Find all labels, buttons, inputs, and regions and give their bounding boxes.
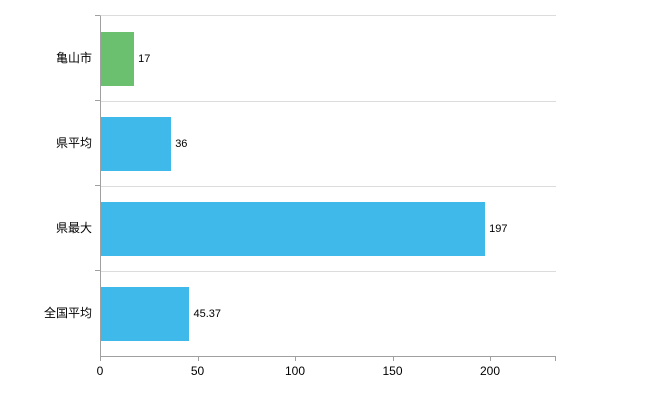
x-tick [295,356,296,361]
bar-3 [101,201,486,256]
gridline [101,271,556,272]
bar-1 [101,31,135,86]
x-tick-end [555,356,556,361]
bar-row: 36 [101,101,556,186]
x-tick [392,356,394,361]
value-label: 45.37 [193,307,221,320]
value-label: 17 [138,52,151,65]
y-tick [95,100,100,101]
x-tick-label: 100 [284,364,306,378]
bar-2 [101,116,172,171]
category-label: 亀山市 [55,50,92,65]
category-label: 県平均 [55,135,92,150]
y-tick [95,185,100,186]
y-tick [95,270,100,271]
x-tick [197,356,199,361]
bar-row: 17 [101,16,556,101]
bar-row: 197 [101,186,556,271]
value-label: 197 [489,222,508,235]
x-tick-label: 50 [190,364,205,378]
bar-4 [101,286,190,341]
plot-area: 17 36 197 45.37 [100,15,556,357]
category-label: 県最大 [55,220,92,235]
y-tick [95,15,100,16]
x-tick [100,356,101,361]
gridline [101,186,556,187]
x-tick-label: 200 [479,364,501,378]
value-label: 36 [175,137,188,150]
bar-row: 45.37 [101,271,556,356]
gridline [101,101,556,102]
x-tick-label: 0 [96,364,104,378]
x-tick [490,356,491,361]
x-tick-label: 150 [382,364,403,378]
category-label: 全国平均 [43,305,92,320]
